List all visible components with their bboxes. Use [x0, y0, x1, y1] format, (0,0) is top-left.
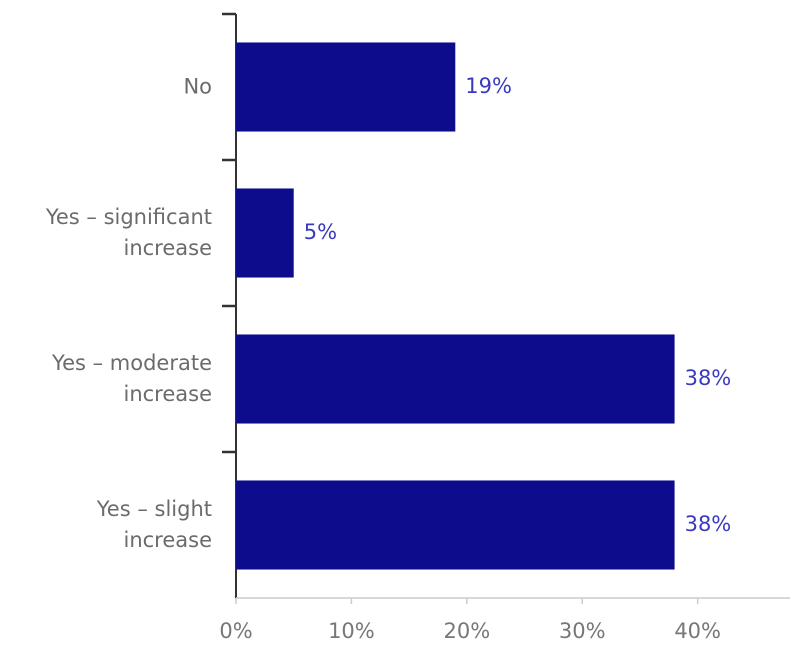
- value-label: 5%: [304, 220, 337, 244]
- x-tick-label: 10%: [328, 619, 375, 643]
- bar: [236, 188, 294, 278]
- bar: [236, 480, 675, 570]
- value-label: 19%: [465, 74, 512, 98]
- x-tick-label: 0%: [219, 619, 252, 643]
- category-label: Yes – moderate increase: [52, 351, 212, 406]
- x-tick-label: 20%: [443, 619, 490, 643]
- bar: [236, 42, 456, 132]
- category-label: No: [183, 74, 212, 99]
- value-label: 38%: [685, 512, 732, 536]
- category-label: Yes – significant increase: [45, 205, 212, 260]
- bar: [236, 334, 675, 424]
- category-label: Yes – slight increase: [96, 497, 212, 552]
- x-tick-label: 30%: [559, 619, 606, 643]
- value-label: 38%: [685, 366, 732, 390]
- x-tick-label: 40%: [674, 619, 721, 643]
